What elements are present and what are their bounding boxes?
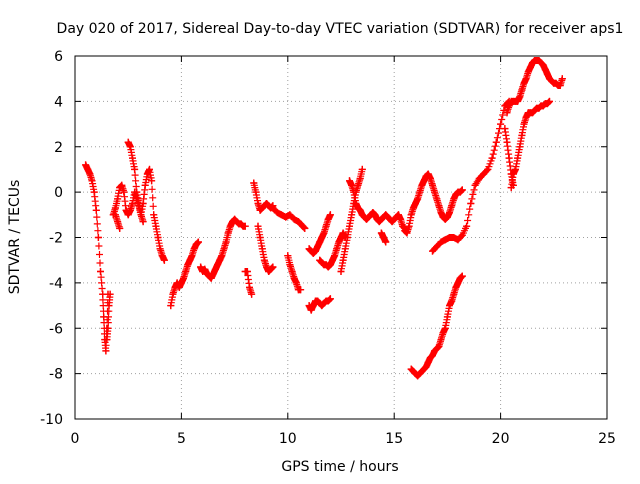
y-tick-label: -8 xyxy=(49,367,63,383)
series-trace xyxy=(305,211,334,257)
data-layer xyxy=(82,57,566,380)
series-s3 xyxy=(109,165,168,264)
series-s4 xyxy=(111,211,124,232)
y-axis-title: SDTVAR / TECUs xyxy=(7,180,23,295)
x-tick-label: 0 xyxy=(71,431,80,447)
y-tick-label: 6 xyxy=(54,49,63,65)
series-trace xyxy=(269,204,309,232)
series-trace xyxy=(111,211,124,232)
series-trace xyxy=(197,215,249,282)
series-s19 xyxy=(401,170,466,237)
series-trace xyxy=(429,97,513,255)
series-s18 xyxy=(377,229,390,246)
series-s24 xyxy=(501,125,517,189)
y-tick-label: -10 xyxy=(40,412,63,428)
series-s21 xyxy=(407,272,466,380)
x-tick-label: 15 xyxy=(385,431,403,447)
series-trace xyxy=(305,295,334,314)
y-tick-label: -6 xyxy=(49,321,63,337)
series-trace xyxy=(407,272,466,380)
series-s11 xyxy=(269,204,309,232)
series-s10 xyxy=(254,222,277,275)
series-trace xyxy=(284,252,305,294)
series-trace xyxy=(377,229,390,246)
y-tick-label: 2 xyxy=(54,140,63,156)
series-trace xyxy=(316,229,349,271)
grid-layer xyxy=(75,56,607,419)
x-axis-title: GPS time / hours xyxy=(281,459,398,475)
series-trace xyxy=(401,170,466,237)
series-s12 xyxy=(284,252,305,294)
series-trace xyxy=(103,290,114,344)
series-s6 xyxy=(167,238,202,310)
series-trace xyxy=(124,138,147,226)
series-s8 xyxy=(241,268,256,298)
series-trace xyxy=(507,97,553,192)
y-tick-label: 0 xyxy=(54,185,63,201)
series-s17 xyxy=(346,177,409,232)
label-layer: 0 5 10 15 20 25 -10 -8 -6 -4 -2 0 2 4 6 xyxy=(40,49,616,447)
chart-title: Day 020 of 2017, Sidereal Day-to-day VTE… xyxy=(57,21,624,37)
series-s2 xyxy=(103,290,114,344)
series-trace xyxy=(346,177,409,232)
tick-layer xyxy=(74,55,608,420)
x-tick-label: 5 xyxy=(177,431,186,447)
y-tick-label: 4 xyxy=(54,94,63,110)
series-s20 xyxy=(429,97,513,255)
series-trace xyxy=(503,57,566,117)
x-tick-label: 25 xyxy=(598,431,616,447)
series-s22 xyxy=(503,57,566,117)
series-trace xyxy=(82,161,112,355)
y-tick-label: -2 xyxy=(49,231,63,247)
x-tick-label: 10 xyxy=(279,431,297,447)
series-trace xyxy=(254,222,277,275)
series-s7 xyxy=(197,215,249,282)
series-s14 xyxy=(316,229,349,271)
series-s5 xyxy=(124,138,147,226)
series-trace xyxy=(501,125,517,189)
x-tick-label: 20 xyxy=(492,431,510,447)
y-tick-label: -4 xyxy=(49,276,63,292)
series-trace xyxy=(167,238,202,310)
series-s15 xyxy=(305,211,334,257)
series-trace xyxy=(241,268,256,298)
series-s13 xyxy=(305,295,334,314)
series-s1 xyxy=(82,161,112,355)
